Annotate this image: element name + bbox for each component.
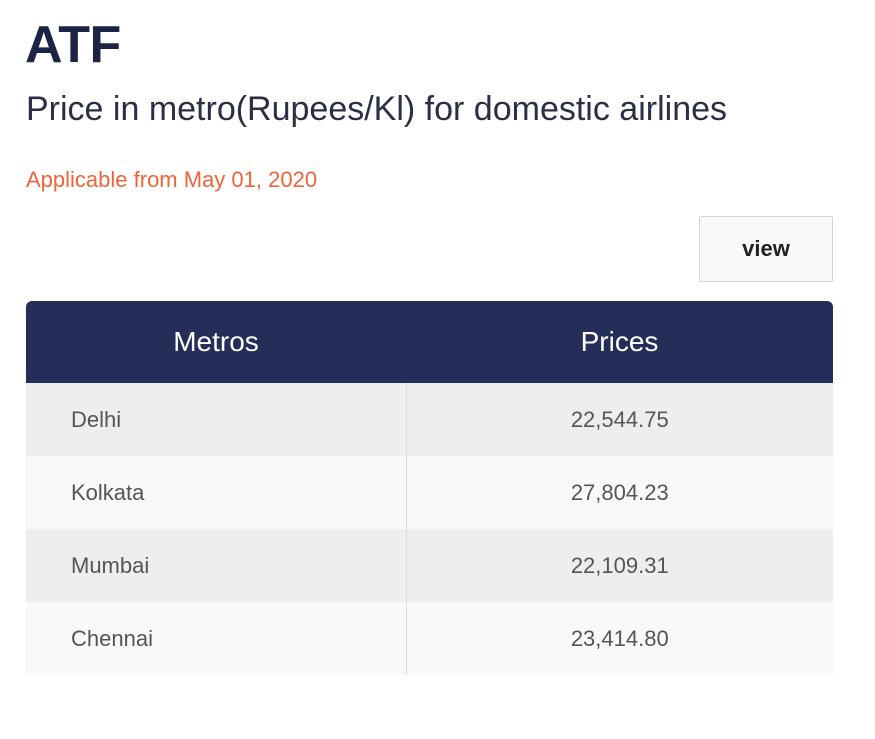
table-row: Delhi 22,544.75 [26,383,833,456]
metro-cell: Mumbai [26,529,407,602]
page-subtitle: Price in metro(Rupees/Kl) for domestic a… [26,90,728,128]
price-cell: 27,804.23 [570,479,669,505]
column-header-prices: Prices [580,326,659,357]
table-header-row: Metros Prices [26,301,833,383]
price-cell: 23,414.80 [570,625,669,651]
view-button[interactable]: view [699,216,833,282]
table-body: Delhi 22,544.75 Kolkata 27,804.23 Mumbai… [26,383,833,675]
table-row: Mumbai 22,109.31 [26,529,833,602]
metro-cell: Kolkata [26,456,407,529]
table-header: Metros Prices [26,301,833,383]
metro-cell: Chennai [26,602,407,675]
table-row: Chennai 23,414.80 [26,602,833,675]
metro-price-table: Metros Prices Delhi 22,544.75 Kolkata 27… [26,301,833,675]
metro-cell: Delhi [26,383,407,456]
price-cell: 22,109.31 [570,552,669,578]
applicable-date-note: Applicable from May 01, 2020 [26,167,318,192]
column-header-metros: Metros [173,326,259,357]
page-title: ATF [25,16,121,74]
table-row: Kolkata 27,804.23 [26,456,833,529]
price-cell: 22,544.75 [570,406,669,432]
